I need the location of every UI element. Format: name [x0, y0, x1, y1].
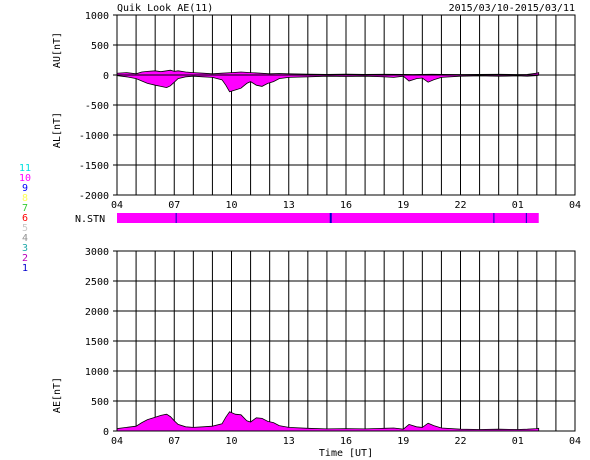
- ae-ylabel: AE[nT]: [52, 377, 63, 413]
- chart-title: Quik Look AE(11): [117, 3, 213, 14]
- au-area: [116, 69, 540, 76]
- station-legend-item: 11: [19, 163, 31, 174]
- au-al-ytick-label: -2000: [79, 191, 109, 202]
- au-al-ylabel: AL[nT]: [52, 112, 63, 148]
- ae-xtick-label: 01: [512, 436, 524, 447]
- station-legend-item: 7: [22, 203, 28, 214]
- au-al-xtick-label: 13: [283, 200, 295, 211]
- au-al-ytick-label: -500: [85, 101, 109, 112]
- au-al-xtick-label: 10: [225, 200, 237, 211]
- au-al-xtick-label: 22: [454, 200, 466, 211]
- stn-bar-fill: [117, 213, 539, 223]
- au-al-ytick-label: 1000: [85, 11, 109, 22]
- ae-xtick-label: 13: [283, 436, 295, 447]
- ae-ytick-label: 500: [91, 397, 109, 408]
- station-legend-item: 10: [19, 173, 31, 184]
- date-range: 2015/03/10-2015/03/11: [449, 3, 575, 14]
- ae-ytick-label: 1500: [85, 337, 109, 348]
- ae-xtick-label: 16: [340, 436, 352, 447]
- ae-ytick-label: 0: [103, 427, 109, 438]
- au-al-xtick-label: 16: [340, 200, 352, 211]
- ae-xtick-label: 04: [569, 436, 581, 447]
- ae-ytick-label: 1000: [85, 367, 109, 378]
- ae-ytick-label: 2500: [85, 277, 109, 288]
- au-al-xtick-label: 19: [397, 200, 409, 211]
- au-al-ylabel: AU[nT]: [52, 32, 63, 68]
- station-legend-item: 1: [22, 263, 28, 274]
- au-al-ytick-label: -1500: [79, 161, 109, 172]
- au-al-ytick-label: 0: [103, 71, 109, 82]
- au-al-ytick-label: -1000: [79, 131, 109, 142]
- station-legend-item: 8: [22, 193, 28, 204]
- al-area: [116, 74, 540, 93]
- station-legend-item: 4: [22, 233, 28, 244]
- station-legend-item: 9: [22, 183, 28, 194]
- ae-ytick-label: 3000: [85, 247, 109, 258]
- stn-bar-label: N.STN: [75, 214, 105, 225]
- ae-area: [116, 411, 540, 432]
- ae-xtick-label: 04: [111, 436, 123, 447]
- au-al-xtick-label: 04: [111, 200, 123, 211]
- station-legend-item: 2: [22, 253, 28, 264]
- x-axis-label: Time [UT]: [319, 448, 373, 459]
- au-al-xtick-label: 01: [512, 200, 524, 211]
- ae-xtick-label: 07: [168, 436, 180, 447]
- ae-xtick-label: 19: [397, 436, 409, 447]
- au-al-ytick-label: 500: [91, 41, 109, 52]
- station-legend-item: 5: [22, 223, 28, 234]
- station-legend-item: 6: [22, 213, 28, 224]
- ae-xtick-label: 22: [454, 436, 466, 447]
- au-al-xtick-label: 04: [569, 200, 581, 211]
- au-al-xtick-label: 07: [168, 200, 180, 211]
- station-count-bar: [117, 213, 539, 223]
- ae-xtick-label: 10: [225, 436, 237, 447]
- ae-ytick-label: 2000: [85, 307, 109, 318]
- station-legend-item: 3: [22, 243, 28, 254]
